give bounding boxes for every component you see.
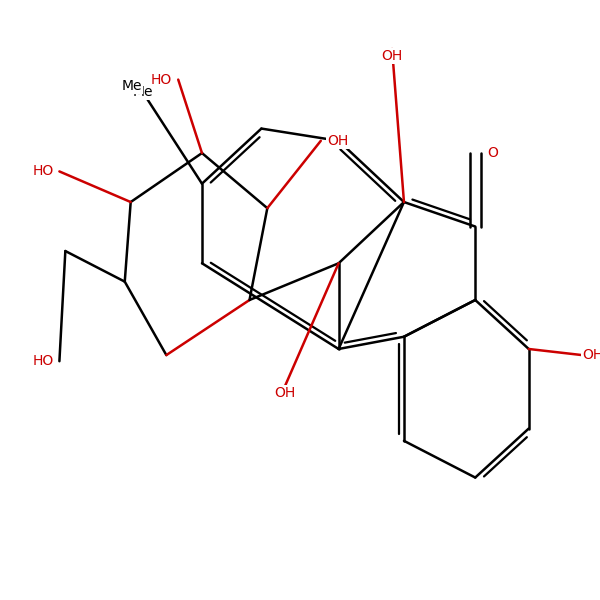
Text: HO: HO — [32, 164, 53, 178]
Text: O: O — [487, 146, 498, 160]
Text: OH: OH — [382, 49, 403, 63]
Text: OH: OH — [582, 348, 600, 362]
Text: Me: Me — [133, 85, 153, 99]
Text: OH: OH — [275, 386, 296, 400]
Text: OH: OH — [327, 134, 348, 148]
Text: HO: HO — [32, 354, 53, 368]
Text: Me: Me — [122, 79, 143, 93]
Text: HO: HO — [151, 73, 172, 86]
